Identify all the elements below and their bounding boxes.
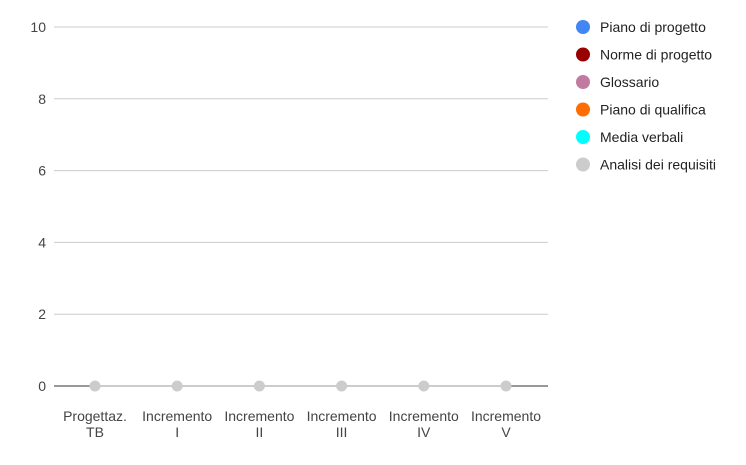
legend-marker bbox=[576, 75, 590, 89]
legend-marker bbox=[576, 130, 590, 144]
data-point[interactable] bbox=[418, 380, 430, 392]
legend-label: Analisi dei requisiti bbox=[600, 157, 716, 173]
y-tick-label: 8 bbox=[38, 91, 46, 107]
x-tick-label: Incremento III bbox=[307, 408, 377, 440]
data-point[interactable] bbox=[253, 380, 265, 392]
x-tick-label: Incremento I bbox=[142, 408, 212, 440]
legend: Piano di progetto Norme di progetto Glossa… bbox=[576, 19, 716, 173]
x-tick-label: Incremento V bbox=[471, 408, 541, 440]
gridlines bbox=[54, 26, 548, 387]
legend-label: Norme di progetto bbox=[600, 47, 712, 63]
y-tick-label: 0 bbox=[38, 378, 46, 394]
legend-label: Media verbali bbox=[600, 129, 683, 145]
legend-marker bbox=[576, 102, 590, 117]
legend-item[interactable]: Piano di qualifica bbox=[576, 102, 706, 118]
legend-marker bbox=[576, 47, 590, 62]
data-point[interactable] bbox=[89, 380, 101, 392]
y-axis-ticks: 0 2 4 6 8 10 bbox=[30, 19, 46, 394]
legend-item[interactable]: Analisi dei requisiti bbox=[576, 157, 716, 173]
data-point[interactable] bbox=[171, 380, 183, 392]
y-tick-label: 4 bbox=[38, 234, 46, 250]
series-lines bbox=[89, 380, 512, 392]
series-5 bbox=[89, 380, 512, 392]
data-point[interactable] bbox=[500, 380, 512, 392]
x-tick-label: Incremento II bbox=[224, 408, 294, 440]
legend-label: Piano di progetto bbox=[600, 19, 706, 35]
x-tick-label: Progettaz. TB bbox=[63, 408, 127, 440]
x-axis-ticks: Progettaz. TB Incremento I Incremento II Incre… bbox=[63, 408, 541, 440]
y-tick-label: 2 bbox=[38, 306, 46, 322]
legend-item[interactable]: Media verbali bbox=[576, 129, 683, 145]
legend-item[interactable]: Norme di progetto bbox=[576, 47, 712, 63]
legend-label: Glossario bbox=[600, 74, 659, 90]
legend-marker bbox=[576, 20, 590, 34]
y-tick-label: 6 bbox=[38, 163, 46, 179]
legend-item[interactable]: Piano di progetto bbox=[576, 19, 706, 35]
legend-label: Piano di qualifica bbox=[600, 102, 706, 118]
legend-marker bbox=[576, 157, 590, 172]
x-tick-label: Incremento IV bbox=[389, 408, 459, 440]
data-point[interactable] bbox=[336, 380, 348, 392]
legend-item[interactable]: Glossario bbox=[576, 74, 659, 90]
y-tick-label: 10 bbox=[30, 19, 46, 35]
